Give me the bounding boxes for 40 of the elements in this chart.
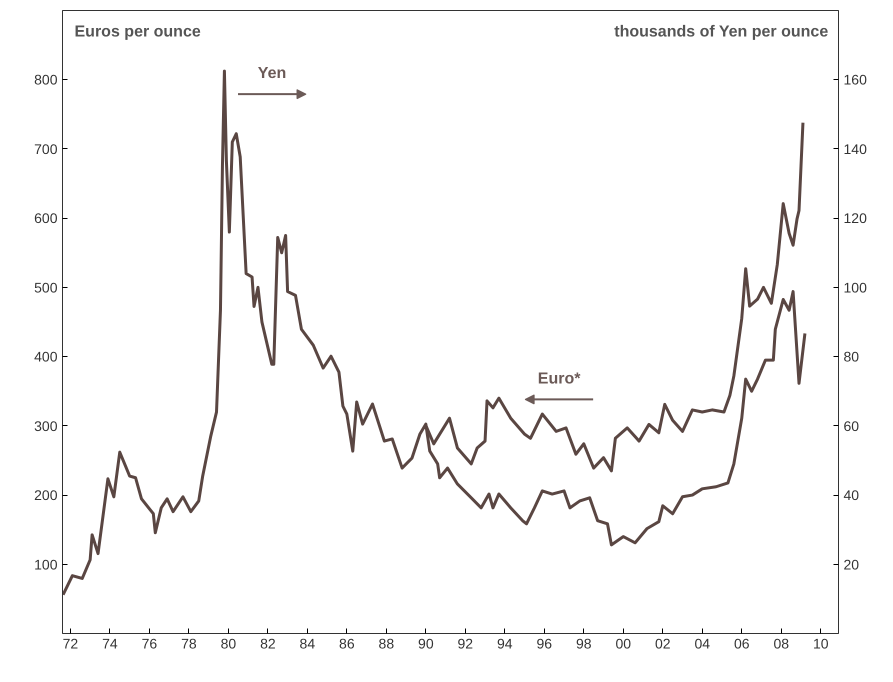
x-tick-label: 78 [181,636,197,652]
x-tick-label: 06 [734,636,750,652]
x-tick-label: 92 [458,636,474,652]
x-tick-label: 82 [260,636,276,652]
x-tick-label: 84 [300,636,316,652]
y2-tick-label: 120 [844,210,868,226]
y2-tick-label: 60 [844,418,860,434]
x-tick-label: 74 [102,636,118,652]
x-tick-label: 90 [418,636,434,652]
y-tick-label: 600 [34,210,58,226]
x-tick-label: 94 [497,636,513,652]
x-tick-label: 00 [615,636,632,652]
y-tick-label: 500 [34,279,58,296]
y-tick-label: 300 [34,418,58,434]
series-label: Euro* [538,370,582,388]
x-tick-label: 76 [142,636,158,652]
y2-axis-title: thousands of Yen per ounce [614,24,828,40]
x-tick-label: 86 [339,636,355,652]
x-tick-label: 88 [378,636,394,652]
x-tick-label: 10 [812,636,829,652]
y-tick-label: 800 [34,72,58,88]
y2-tick-label: 80 [844,348,860,365]
y2-tick-label: 20 [844,556,860,572]
x-tick-label: 96 [536,636,552,652]
x-tick-label: 02 [654,636,671,652]
y2-tick-label: 160 [844,72,868,88]
x-tick-label: 08 [773,636,790,652]
y2-tick-label: 40 [844,487,860,504]
x-tick-label: 04 [694,636,710,652]
y-tick-label: 700 [34,140,58,157]
y-tick-label: 200 [34,487,58,504]
y-tick-label: 400 [34,348,58,365]
text: Yen [258,65,286,82]
y2-tick-label: 100 [844,279,868,296]
y-tick-label: 100 [34,556,58,572]
x-tick-label: 98 [576,636,592,652]
x-tick-label: 80 [220,636,236,652]
y2-tick-label: 140 [844,140,868,157]
y-axis-title: Euros per ounce [74,24,201,40]
x-tick-label: 72 [62,636,78,652]
